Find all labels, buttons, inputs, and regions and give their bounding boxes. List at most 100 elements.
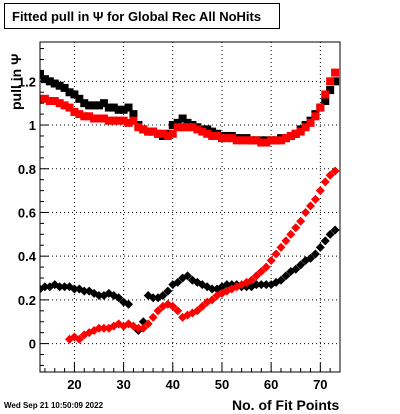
diamond-marker <box>163 286 173 296</box>
square-marker <box>222 134 231 143</box>
diamond-marker <box>271 249 281 259</box>
diamond-marker <box>330 225 340 235</box>
square-marker <box>50 79 59 88</box>
diamond-marker <box>207 295 217 305</box>
diamond-marker <box>315 186 325 196</box>
diamond-marker <box>305 253 315 263</box>
y-tick-label: 1.2 <box>18 74 36 89</box>
diamond-marker <box>330 166 340 176</box>
diamond-marker <box>192 306 202 316</box>
diamond-marker <box>148 293 158 303</box>
diamond-marker <box>286 229 296 239</box>
diamond-marker <box>261 262 271 272</box>
square-marker <box>208 127 217 136</box>
diamond-marker <box>325 229 335 239</box>
square-marker <box>85 101 94 110</box>
diamond-marker <box>133 323 143 333</box>
square-marker <box>257 138 266 147</box>
square-marker <box>50 97 59 106</box>
x-axis-label: No. of Fit Points <box>232 397 340 413</box>
square-marker <box>296 127 305 136</box>
y-tick-label: 0.6 <box>18 205 36 220</box>
diamond-marker <box>94 323 104 333</box>
square-marker <box>149 127 158 136</box>
square-marker <box>193 125 202 134</box>
timestamp-label: Wed Sep 21 10:50:09 2022 <box>4 401 104 410</box>
diamond-marker <box>148 312 158 322</box>
square-marker <box>109 103 118 112</box>
square-marker <box>232 136 241 145</box>
square-marker <box>262 138 271 147</box>
diamond-marker <box>222 280 232 290</box>
square-marker <box>134 123 143 132</box>
square-marker <box>242 136 251 145</box>
square-marker <box>65 88 74 97</box>
diamond-marker <box>114 293 124 303</box>
square-marker <box>168 121 177 130</box>
diamond-marker <box>276 242 286 252</box>
diamond-marker <box>291 223 301 233</box>
square-marker <box>95 114 104 123</box>
diamond-marker <box>281 236 291 246</box>
square-marker <box>75 94 84 103</box>
diamond-marker <box>168 301 178 311</box>
diamond-marker <box>310 249 320 259</box>
diamond-marker <box>301 207 311 217</box>
y-tick-label: 0.2 <box>18 293 36 308</box>
diamond-marker <box>74 334 84 344</box>
square-marker <box>55 99 64 108</box>
x-tick-label: 20 <box>67 377 81 392</box>
grid-lines <box>40 42 340 372</box>
diamond-marker <box>158 291 168 301</box>
square-marker <box>252 136 261 145</box>
square-marker <box>183 123 192 132</box>
diamond-marker <box>320 177 330 187</box>
square-marker <box>321 97 330 106</box>
square-marker <box>237 136 246 145</box>
square-marker <box>80 99 89 108</box>
diamond-marker <box>173 306 183 316</box>
square-marker <box>203 129 212 138</box>
square-marker <box>306 118 315 127</box>
diamond-marker <box>94 291 104 301</box>
square-marker <box>119 116 128 125</box>
square-marker <box>114 116 123 125</box>
square-marker <box>163 131 172 140</box>
diamond-marker <box>256 266 266 276</box>
square-marker <box>65 103 74 112</box>
square-marker <box>321 90 330 99</box>
diamond-marker <box>261 280 271 290</box>
diamond-marker <box>325 170 335 180</box>
diamond-marker <box>251 280 261 290</box>
square-marker <box>154 129 163 138</box>
square-marker <box>276 136 285 145</box>
square-marker <box>272 136 281 145</box>
square-marker <box>99 114 108 123</box>
square-marker <box>129 110 138 119</box>
square-marker <box>109 116 118 125</box>
diamond-marker <box>207 284 217 294</box>
square-marker <box>104 116 113 125</box>
square-marker <box>99 99 108 108</box>
diamond-marker <box>197 301 207 311</box>
y-tick-label: 0.4 <box>18 249 37 264</box>
square-marker <box>168 129 177 138</box>
square-marker <box>227 134 236 143</box>
chart-title: Fitted pull in Ψ for Global Rec All NoHi… <box>4 3 280 29</box>
square-marker <box>95 101 104 110</box>
square-marker <box>331 77 340 86</box>
square-marker <box>326 86 335 95</box>
diamond-marker <box>99 323 109 333</box>
square-marker <box>203 125 212 134</box>
square-marker <box>316 103 325 112</box>
diamond-marker <box>69 284 79 294</box>
square-marker <box>286 131 295 140</box>
square-marker <box>331 68 340 77</box>
diamond-marker <box>143 319 153 329</box>
diamond-marker <box>291 264 301 274</box>
square-marker <box>90 101 99 110</box>
y-tick-label: 1 <box>29 118 36 133</box>
y-tick-label: 0 <box>29 337 36 352</box>
square-marker <box>311 112 320 121</box>
square-marker <box>183 118 192 127</box>
